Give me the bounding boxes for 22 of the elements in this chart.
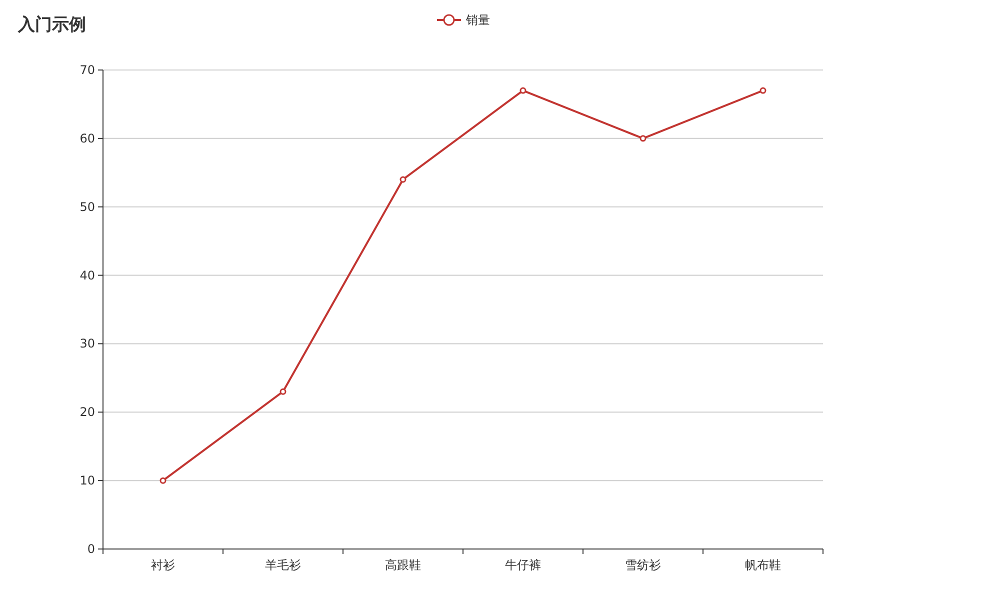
point: [520, 87, 526, 94]
y-tick-label: 50: [80, 200, 95, 214]
point: [760, 87, 766, 94]
x-tick-label: 羊毛衫: [265, 558, 301, 572]
point: [400, 176, 406, 183]
x-tick-label: 衬衫: [151, 558, 175, 572]
chart-title: 入门示例: [17, 15, 86, 35]
y-tick-label: 0: [87, 542, 95, 556]
x-tick-label: 牛仔裤: [505, 558, 541, 572]
point: [160, 477, 166, 484]
point: [640, 135, 646, 142]
y-tick-label: 60: [80, 131, 95, 146]
point: [280, 388, 286, 395]
y-tick-label: 40: [80, 268, 95, 282]
y-tick-label: 10: [80, 474, 95, 488]
x-tick-label: 雪纺衫: [625, 558, 661, 572]
y-tick-label: 70: [80, 63, 95, 77]
legend-label: 销量: [465, 13, 490, 27]
x-tick-label: 高跟鞋: [385, 558, 421, 572]
x-tick-label: 帆布鞋: [745, 558, 781, 572]
y-tick-label: 20: [80, 405, 95, 420]
y-tick-label: 30: [80, 336, 95, 351]
